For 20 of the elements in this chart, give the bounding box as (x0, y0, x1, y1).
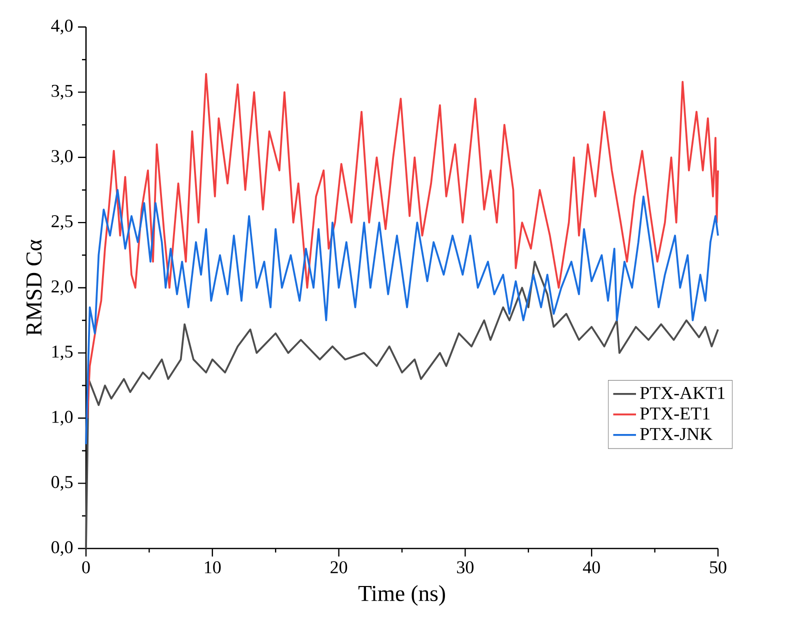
x-tick-label: 0 (82, 561, 90, 574)
x-tick-label: 40 (582, 561, 600, 574)
y-tick-label: 1,0 (52, 410, 73, 426)
y-tick-label: 0,5 (51, 476, 73, 491)
x-tick-label: 20 (330, 561, 348, 574)
y-tick-label: 4,0 (51, 20, 73, 34)
y-tick-label: 1,5 (52, 346, 73, 360)
legend-label: PTX-JNK (640, 428, 712, 440)
x-axis-title: Time (ns) (358, 585, 445, 606)
y-tick-label: 2,5 (52, 215, 73, 230)
y-tick-label: 3,0 (52, 150, 73, 165)
x-tick-label: 10 (204, 561, 221, 574)
legend-label: PTX-ET1 (640, 408, 710, 420)
y-tick-label: 0,0 (51, 541, 73, 556)
x-tick-label: 30 (457, 561, 474, 574)
y-axis-title: RMSD Cα (26, 240, 42, 336)
legend-label: PTX-AKT1 (640, 387, 725, 399)
y-tick-label: 3,5 (52, 84, 73, 100)
x-tick-label: 50 (710, 561, 726, 574)
y-tick-label: 2,0 (52, 280, 73, 296)
